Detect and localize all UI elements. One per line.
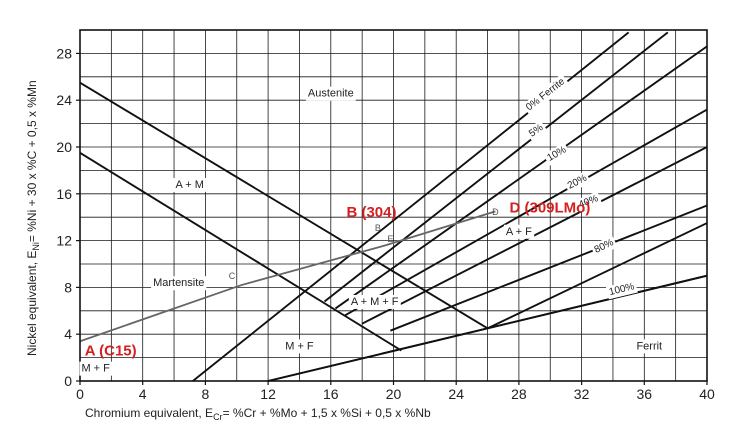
y-tick-label: 4 — [64, 326, 72, 342]
zone-label: A + F — [506, 226, 532, 238]
x-tick-label: 4 — [139, 386, 147, 402]
x-axis-label-sub: Cr — [213, 412, 223, 422]
phase-boundary — [79, 152, 402, 352]
y-tick-label: 8 — [64, 279, 72, 295]
y-axis-label-main: Nickel equivalent, E — [25, 251, 39, 356]
zone-label: Martensite — [153, 277, 204, 289]
x-tick-label: 16 — [323, 386, 339, 402]
zone-label-bg — [151, 276, 207, 291]
material-label: A (C15) — [85, 342, 137, 359]
ferrite-label-bg — [590, 235, 618, 258]
ferrite-line — [361, 146, 708, 325]
x-tick-label: 36 — [637, 386, 653, 402]
x-tick-label: 20 — [386, 386, 402, 402]
zone-label: M + F — [285, 340, 314, 352]
x-tick-label: 28 — [511, 386, 527, 402]
ferrite-label-bg — [524, 120, 548, 142]
zone-label: M + F — [81, 363, 110, 375]
x-tick-label: 8 — [202, 386, 210, 402]
zone-label-bg — [305, 86, 356, 101]
y-axis-label-sub: Ni — [31, 242, 41, 251]
zone-label-bg — [79, 361, 113, 376]
y-axis-label-rest: = %Ni + 30 x %C + 0,5 x %Mn — [25, 80, 39, 242]
ferrite-label-bg — [574, 191, 603, 213]
ferrite-label-bg — [543, 142, 571, 166]
point-label: D — [492, 207, 499, 217]
point-label: B — [375, 223, 381, 233]
material-label: D (309LMo) — [509, 200, 590, 217]
ferrite-label: 0% Ferrite — [524, 76, 567, 113]
y-tick-label: 0 — [64, 373, 72, 389]
zone-label: A + M + F — [351, 296, 399, 308]
y-tick-label: 28 — [56, 45, 72, 61]
y-tick-label: 12 — [56, 233, 72, 249]
ferrite-line — [323, 31, 669, 303]
ferrite-label-bg — [563, 170, 592, 194]
point-label: E — [387, 234, 393, 244]
ferrite-line — [344, 108, 708, 317]
ferrite-line — [487, 222, 708, 330]
ferrite-label-bg — [521, 73, 570, 116]
ferrite-line — [334, 45, 708, 310]
zone-label-bg — [348, 294, 401, 309]
zone-label-bg — [503, 224, 535, 239]
point-label: C — [229, 271, 236, 281]
ferrite-label-bg — [605, 279, 638, 300]
x-tick-label: 0 — [76, 386, 84, 402]
x-tick-label: 24 — [448, 386, 464, 402]
phase-boundary — [79, 81, 489, 330]
zone-label: A + M — [176, 179, 204, 191]
x-tick-label: 12 — [260, 386, 276, 402]
zone-label-bg — [173, 177, 206, 192]
x-axis-label: Chromium equivalent, ECr= %Cr + %Mo + 1,… — [85, 406, 431, 422]
y-axis-label: Nickel equivalent, ENi= %Ni + 30 x %C + … — [25, 80, 41, 356]
zone-label: Ferrit — [636, 340, 662, 352]
dilution-line — [79, 210, 496, 343]
grid — [80, 30, 707, 381]
x-axis-label-rest: = %Cr + %Mo + 1,5 x %Si + 0,5 x %Nb — [223, 406, 431, 420]
y-tick-label: 24 — [56, 92, 72, 108]
zone-label: Austenite — [308, 88, 354, 100]
x-axis-label-main: Chromium equivalent, E — [85, 406, 213, 420]
zone-label-bg — [634, 339, 665, 354]
x-tick-label: 32 — [574, 386, 590, 402]
y-tick-label: 16 — [56, 186, 72, 202]
zone-label-bg — [283, 339, 316, 354]
x-tick-label: 40 — [699, 386, 715, 402]
y-tick-label: 20 — [56, 139, 72, 155]
ferrite-line — [390, 204, 708, 332]
material-label: B (304) — [346, 204, 396, 221]
